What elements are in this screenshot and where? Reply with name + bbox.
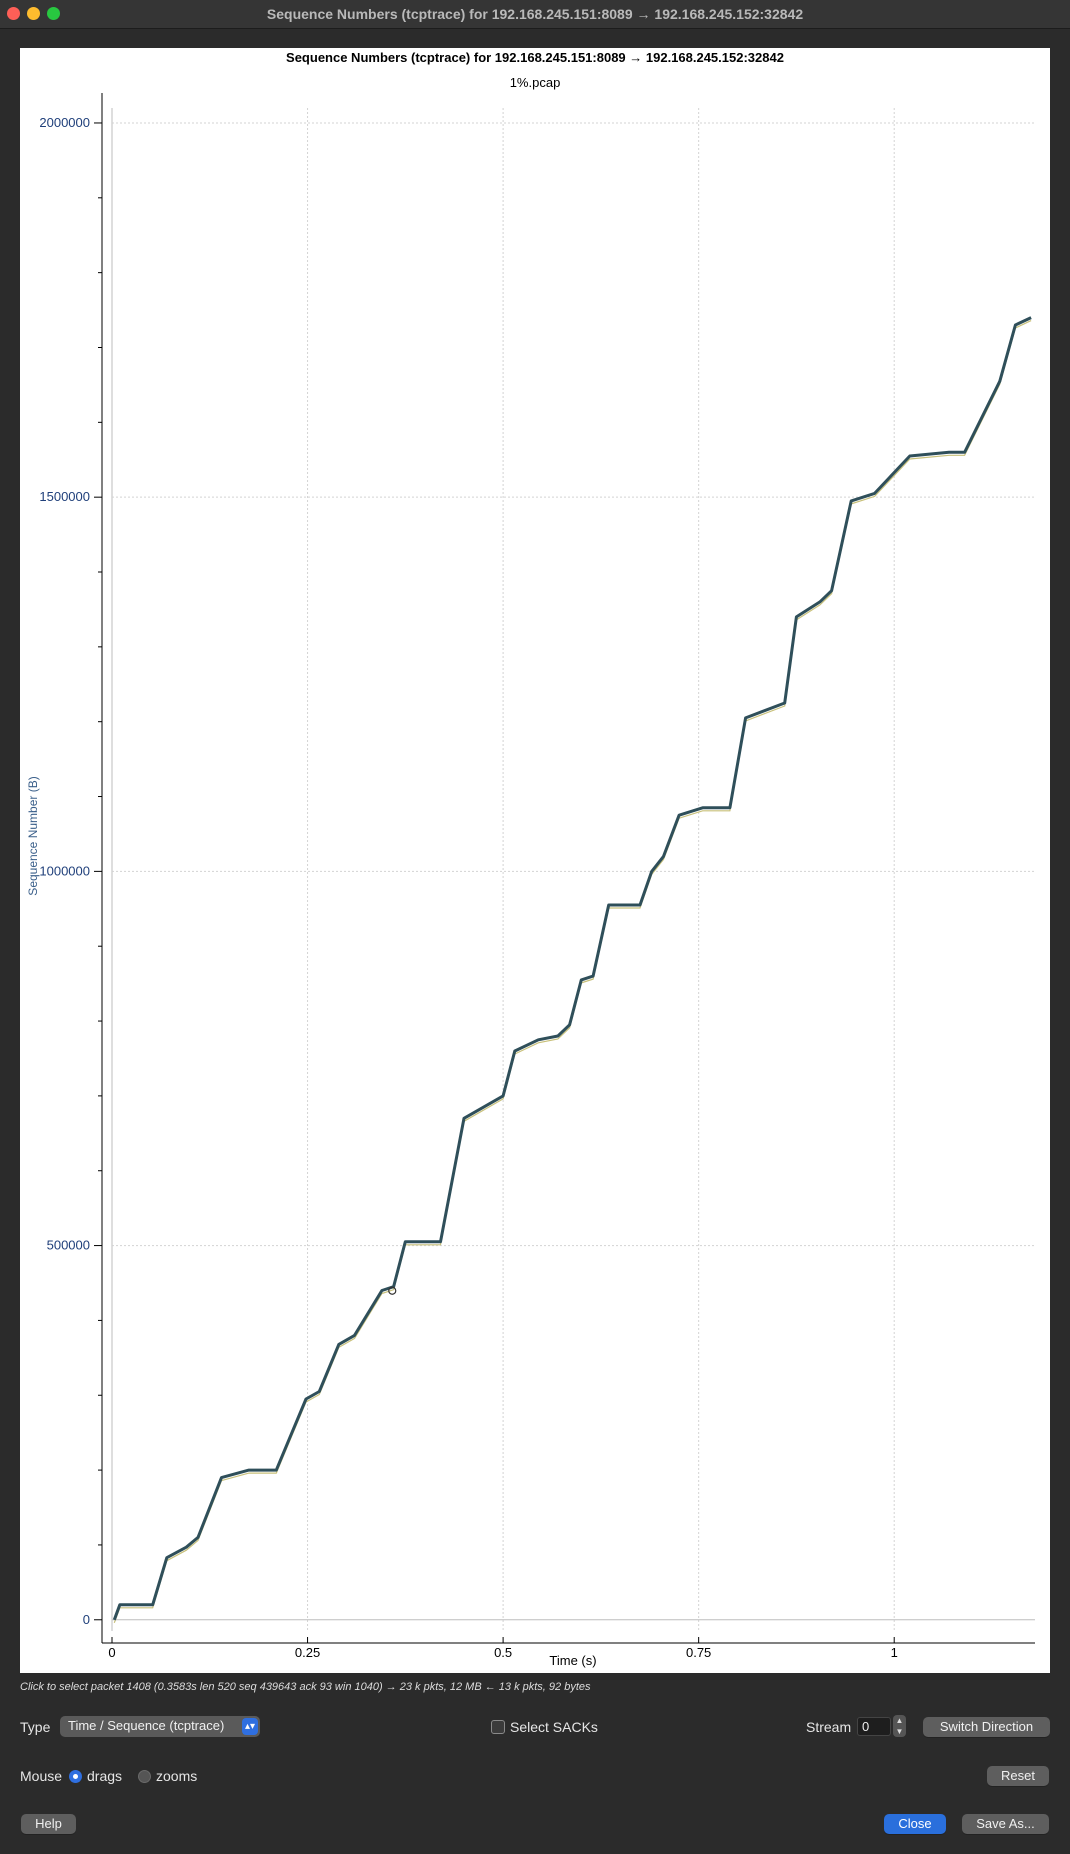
y-axis-label: Sequence Number (B) <box>26 776 40 895</box>
stream-label: Stream <box>806 1719 852 1735</box>
y-tick-label: 2000000 <box>39 115 90 130</box>
stream-stepper-icon[interactable]: ▲ ▼ <box>893 1715 906 1737</box>
sequence-chart[interactable]: Sequence Numbers (tcptrace) for 192.168.… <box>20 48 1050 1673</box>
window-close-icon[interactable] <box>7 7 20 20</box>
type-label: Type <box>20 1719 51 1735</box>
graph-type-value: Time / Sequence (tcptrace) <box>68 1718 225 1733</box>
y-tick-label: 1500000 <box>39 489 90 504</box>
help-button[interactable]: Help <box>21 1814 76 1834</box>
switch-direction-button[interactable]: Switch Direction <box>923 1717 1050 1737</box>
save-as-button[interactable]: Save As... <box>962 1814 1049 1834</box>
select-sacks-checkbox[interactable] <box>491 1720 505 1734</box>
x-tick-label: 0.5 <box>494 1645 512 1660</box>
zooms-radio[interactable] <box>138 1770 151 1783</box>
drags-label: drags <box>87 1768 123 1784</box>
graph-type-select[interactable]: Time / Sequence (tcptrace) ▴▾ <box>60 1716 260 1737</box>
chart-title: Sequence Numbers (tcptrace) for 192.168.… <box>286 50 784 65</box>
ack-line <box>113 320 1032 1624</box>
select-chevron-icon: ▴▾ <box>242 1718 258 1735</box>
select-sacks-label: Select SACKs <box>510 1719 598 1735</box>
x-axis-label: Time (s) <box>549 1653 596 1668</box>
drags-radio[interactable] <box>69 1770 82 1783</box>
x-tick-label: 0 <box>108 1645 115 1660</box>
window-zoom-icon[interactable] <box>47 7 60 20</box>
sequence-series-line[interactable] <box>112 316 1032 1621</box>
y-tick-label: 0 <box>83 1612 90 1627</box>
y-tick-label: 1000000 <box>39 863 90 878</box>
window-minimize-icon[interactable] <box>27 7 40 20</box>
window-title: Sequence Numbers (tcptrace) for 192.168.… <box>266 6 804 22</box>
chart-subtitle: 1%.pcap <box>510 75 561 90</box>
plot-area[interactable]: Sequence Numbers (tcptrace) for 192.168.… <box>20 48 1050 1673</box>
status-hint: Click to select packet 1408 (0.3583s len… <box>20 1681 591 1693</box>
y-tick-label: 500000 <box>47 1238 90 1253</box>
selected-packet-marker[interactable] <box>388 1286 397 1295</box>
x-tick-label: 0.75 <box>686 1645 711 1660</box>
mouse-label: Mouse <box>20 1768 63 1784</box>
zooms-label: zooms <box>156 1768 198 1784</box>
x-tick-label: 1 <box>891 1645 898 1660</box>
stream-input[interactable]: 0 <box>857 1717 891 1736</box>
title-bar: Sequence Numbers (tcptrace) for 192.168.… <box>0 0 1070 29</box>
close-button[interactable]: Close <box>884 1814 946 1834</box>
x-tick-label: 0.25 <box>295 1645 320 1660</box>
reset-button[interactable]: Reset <box>987 1766 1049 1786</box>
